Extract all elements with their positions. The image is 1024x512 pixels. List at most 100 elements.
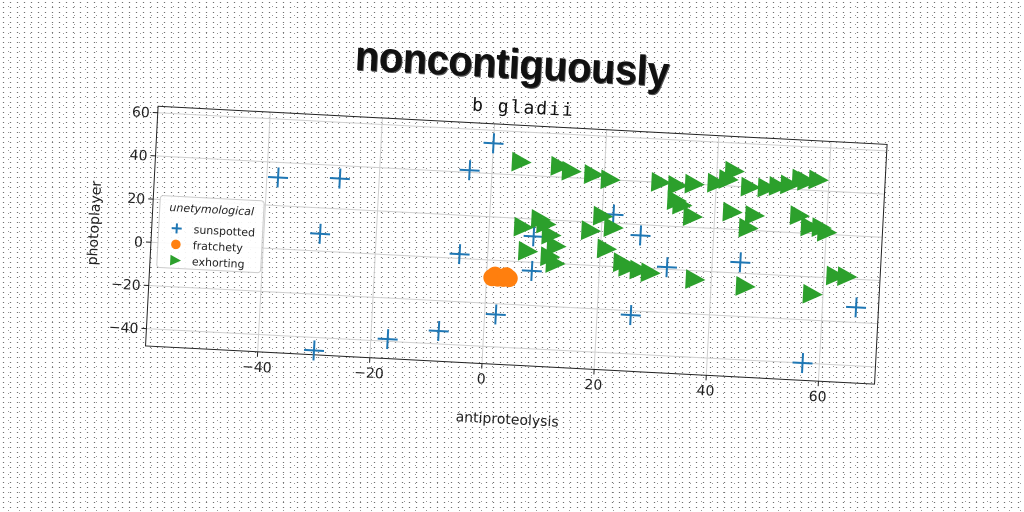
data-point-triangle xyxy=(600,169,621,190)
y-axis-label: photoplayer xyxy=(85,180,105,265)
data-point-plus xyxy=(303,340,325,361)
data-point-plus xyxy=(268,167,289,188)
y-gridline xyxy=(146,328,876,368)
data-point-triangle xyxy=(722,201,743,222)
data-point-triangle xyxy=(517,240,539,261)
data-point-triangle xyxy=(592,205,614,226)
x-tick-label: −20 xyxy=(354,365,384,383)
data-point-plus xyxy=(630,225,651,246)
data-point-triangle xyxy=(718,169,739,189)
y-tick-label: 60 xyxy=(131,104,150,121)
data-point-triangle xyxy=(735,276,756,296)
data-point-triangle xyxy=(545,253,566,273)
x-gridline xyxy=(705,135,720,376)
data-point-triangle xyxy=(682,206,704,226)
data-point-plus xyxy=(730,252,751,273)
data-point-triangle xyxy=(780,174,801,195)
data-point-triangle xyxy=(667,175,688,195)
data-point-triangle xyxy=(629,259,650,280)
data-point-triangle xyxy=(550,155,571,176)
x-gridline xyxy=(481,123,496,364)
grid xyxy=(146,112,887,382)
data-point-circle xyxy=(171,239,181,250)
data-point-plus xyxy=(620,305,641,326)
plot-area xyxy=(144,105,888,385)
data-point-triangle xyxy=(546,235,567,256)
data-point-plus xyxy=(329,168,350,189)
data-point-triangle xyxy=(603,217,624,237)
y-gridline xyxy=(153,198,883,238)
x-tick-label: 0 xyxy=(476,371,486,387)
legend-item-label: sunspotted xyxy=(193,223,255,239)
data-point-triangle xyxy=(816,221,838,242)
data-point-plus xyxy=(377,329,398,350)
data-point-triangle xyxy=(536,213,557,234)
data-point-circle xyxy=(497,267,516,285)
data-point-triangle xyxy=(650,172,672,192)
data-point-triangle xyxy=(768,176,790,196)
chart-title: b gladii xyxy=(472,95,576,121)
data-point-triangle xyxy=(511,151,532,172)
x-tick-label: 60 xyxy=(808,389,827,406)
data-point-triangle xyxy=(797,171,818,191)
x-tick-label: 40 xyxy=(696,383,715,400)
legend-item-label: exhorting xyxy=(192,255,245,271)
data-point-triangle xyxy=(707,172,728,193)
data-point-plus xyxy=(792,352,813,374)
y-gridline xyxy=(150,241,880,281)
data-point-triangle xyxy=(583,164,605,184)
data-point-triangle xyxy=(744,205,766,225)
y-tick-label: 40 xyxy=(129,148,148,165)
y-tick-label: 0 xyxy=(134,234,144,250)
y-gridline xyxy=(148,284,878,325)
data-point-plus xyxy=(521,260,542,281)
y-tick-label: 20 xyxy=(127,191,146,208)
data-point-triangle xyxy=(789,205,810,226)
data-point-plus xyxy=(428,320,449,342)
data-point-triangle xyxy=(808,169,829,190)
data-point-plus xyxy=(523,226,544,247)
data-point-plus xyxy=(485,304,506,325)
legend-box xyxy=(156,195,265,274)
data-point-triangle xyxy=(800,216,821,237)
data-point-triangle xyxy=(580,220,602,241)
x-tick-label: 20 xyxy=(584,377,603,394)
x-gridline xyxy=(817,141,832,382)
y-tick-label: −20 xyxy=(111,277,141,295)
data-point-plus xyxy=(656,257,678,278)
data-point-triangle xyxy=(541,224,562,245)
data-point-triangle xyxy=(618,256,639,277)
data-point-triangle xyxy=(738,217,759,238)
data-point-triangle xyxy=(740,176,761,197)
data-point-plus xyxy=(459,160,480,181)
data-point-triangle xyxy=(640,262,661,283)
data-point-triangle xyxy=(757,177,778,198)
legend-item-label: fratchety xyxy=(192,239,243,255)
data-point-triangle xyxy=(672,194,693,215)
x-axis-label: antiproteolysis xyxy=(455,409,559,430)
x-tick-label: −40 xyxy=(242,359,272,377)
data-point-plus xyxy=(449,244,470,265)
data-point-plus xyxy=(846,297,867,318)
data-point-triangle xyxy=(825,265,847,286)
data-point-triangle xyxy=(802,283,823,304)
legend-title: unetymological xyxy=(169,201,254,218)
data-point-plus xyxy=(483,133,504,154)
data-point-plus xyxy=(171,223,182,234)
data-points xyxy=(268,133,867,374)
data-point-triangle xyxy=(561,160,582,181)
y-gridline xyxy=(157,112,887,152)
data-point-triangle xyxy=(596,238,618,259)
data-point-triangle xyxy=(685,269,706,289)
data-point-triangle xyxy=(684,173,705,194)
y-tick-label: −40 xyxy=(108,320,138,338)
legend: unetymological sunspottedfratchetyexhort… xyxy=(156,195,265,274)
data-point-triangle xyxy=(169,254,182,266)
axis-ticks: −40 −20 0 20 40 60 −40 −20 0 20 40 60 xyxy=(108,104,827,406)
data-point-triangle xyxy=(513,216,534,237)
data-point-plus xyxy=(310,223,331,244)
x-gridline xyxy=(369,117,383,358)
x-gridline xyxy=(257,112,271,352)
